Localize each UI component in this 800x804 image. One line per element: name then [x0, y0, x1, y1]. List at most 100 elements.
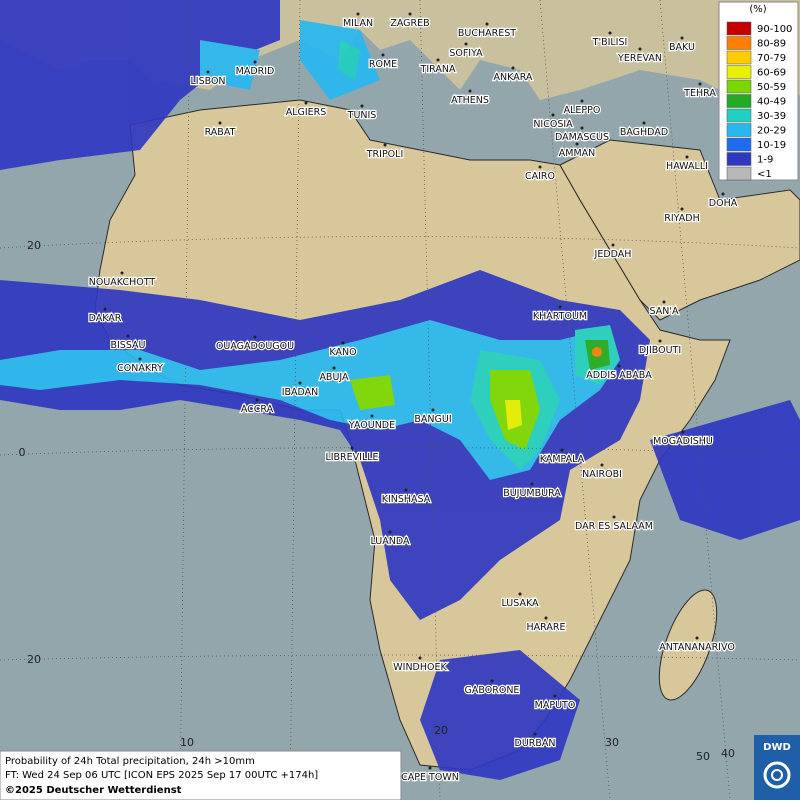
city-dot	[617, 364, 621, 368]
city-label: RIYADH	[664, 213, 699, 224]
city-dot	[698, 82, 702, 86]
city-dot	[658, 339, 662, 343]
city-label: ALGIERS	[286, 107, 327, 118]
city-dot	[341, 341, 345, 345]
city-dot	[680, 36, 684, 40]
city-dot	[511, 66, 515, 70]
legend-swatch	[726, 79, 752, 94]
city-label: ALEPPO	[564, 105, 601, 116]
city-dot	[206, 70, 210, 74]
legend-label: 90-100	[757, 24, 792, 35]
city-dot	[681, 430, 685, 434]
city-label: TIRANA	[420, 64, 456, 75]
city-label: ATHENS	[451, 95, 489, 106]
legend-swatch	[726, 94, 752, 108]
city-label: ABUJA	[319, 372, 349, 383]
city-dot	[638, 47, 642, 51]
city-label: KANO	[329, 347, 356, 358]
city-dot	[126, 334, 130, 338]
grid-label: 10	[180, 736, 194, 749]
city-label: ANKARA	[494, 72, 533, 83]
legend-swatch	[726, 36, 752, 50]
legend-swatch	[726, 65, 752, 79]
footer-forecast: FT: Wed 24 Sep 06 UTC [ICON EPS 2025 Sep…	[5, 770, 318, 781]
legend-label: <1	[757, 169, 772, 180]
grid-label: 50	[696, 750, 710, 763]
city-dot	[431, 408, 435, 412]
city-dot	[533, 732, 537, 736]
city-label: NOUAKCHOTT	[89, 277, 156, 288]
legend-label: 80-89	[757, 39, 786, 50]
city-label: BAKU	[669, 42, 695, 53]
city-dot	[580, 99, 584, 103]
city-dot	[436, 58, 440, 62]
city-label: NAIROBI	[582, 469, 622, 480]
city-dot	[608, 31, 612, 35]
city-dot	[680, 207, 684, 211]
city-label: MOGADISHU	[653, 436, 713, 447]
legend-label: 30-39	[757, 111, 786, 122]
city-dot	[332, 366, 336, 370]
city-dot	[490, 679, 494, 683]
legend-label: 10-19	[757, 140, 786, 151]
madagascar	[658, 589, 718, 701]
legend-swatch	[726, 108, 752, 123]
city-label: TEHRA	[683, 88, 716, 99]
city-label: TUNIS	[347, 110, 377, 121]
city-label: DJIBOUTI	[639, 345, 681, 356]
legend-swatch	[726, 21, 752, 36]
city-dot	[404, 488, 408, 492]
city-label: TRIPOLI	[366, 149, 404, 160]
city-label: ADDIS ABABA	[586, 370, 652, 381]
logo: DWD	[754, 735, 800, 800]
legend-label: 60-69	[757, 68, 786, 79]
city-label: DAR ES SALAAM	[575, 521, 653, 532]
city-label: DOHA	[709, 198, 738, 209]
city-label: LUANDA	[370, 536, 410, 547]
city-label: AMMAN	[559, 148, 596, 159]
city-dot	[468, 89, 472, 93]
legend-swatch	[726, 152, 752, 166]
city-label: BANGUI	[414, 414, 451, 425]
legend-label: 40-49	[757, 97, 786, 108]
city-label: CAIRO	[525, 171, 555, 182]
city-label: LISBON	[190, 76, 225, 87]
legend-swatch	[726, 123, 752, 137]
city-label: KHARTOUM	[533, 311, 587, 322]
city-label: ANTANANARIVO	[659, 642, 735, 653]
city-label: YEREVAN	[617, 53, 662, 64]
city-dot	[120, 271, 124, 275]
city-dot	[538, 165, 542, 169]
city-label: HAWALLI	[666, 161, 708, 172]
city-dot	[560, 448, 564, 452]
city-label: LUSAKA	[501, 598, 539, 609]
city-dot	[138, 357, 142, 361]
city-label: ACCRA	[241, 404, 274, 415]
city-dot	[304, 101, 308, 105]
city-dot	[356, 12, 360, 16]
city-label: BISSAU	[110, 340, 145, 351]
footer-title: Probability of 24h Total precipitation, …	[5, 756, 255, 767]
city-dot	[383, 143, 387, 147]
city-dot	[558, 305, 562, 309]
city-dot	[551, 113, 555, 117]
city-dot	[721, 192, 725, 196]
city-dot	[418, 656, 422, 660]
legend-label: 1-9	[757, 155, 773, 166]
city-label: GABORONE	[465, 685, 520, 696]
legend-label: 50-59	[757, 82, 786, 93]
city-label: JEDDAH	[594, 249, 632, 260]
grid-labels: 20 0 20 10 20 30 40 50	[19, 239, 736, 763]
legend-label: 20-29	[757, 126, 786, 137]
grid-label: 20	[434, 724, 448, 737]
city-dot	[575, 142, 579, 146]
city-label: YAOUNDE	[348, 420, 395, 431]
city-label: SAN'A	[650, 306, 679, 317]
city-dot	[255, 398, 259, 402]
legend: (%) 90-100 80-89 70-79 60-69 50-59 40-49 30-39…	[718, 1, 799, 181]
city-dot	[612, 515, 616, 519]
city-dot	[685, 155, 689, 159]
city-dot	[600, 463, 604, 467]
